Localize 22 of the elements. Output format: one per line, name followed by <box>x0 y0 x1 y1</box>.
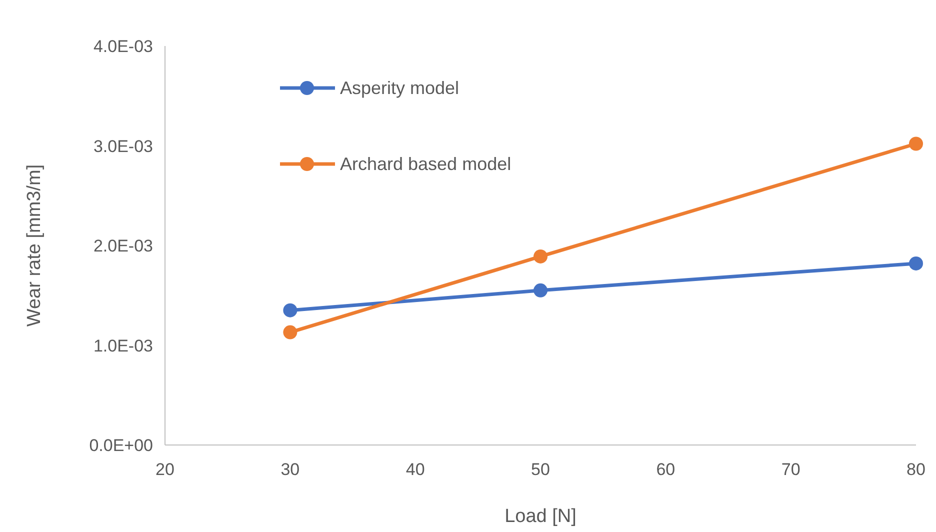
point <box>909 256 923 270</box>
x-tick-label: 40 <box>406 460 425 479</box>
legend-label: Archard based model <box>340 154 512 174</box>
y-tick-label: 3.0E-03 <box>93 136 153 156</box>
x-tick-label: 60 <box>656 460 676 479</box>
point <box>283 325 298 340</box>
y-tick-label: 1.0E-03 <box>93 336 153 356</box>
y-tick-label: 2.0E-03 <box>93 236 153 256</box>
y-tick-label: 4.0E-03 <box>93 37 153 56</box>
point <box>283 303 298 318</box>
x-tick-label: 20 <box>156 460 174 479</box>
x-tick-label: 80 <box>906 460 926 479</box>
x-axis-title: Load [N] <box>504 506 576 527</box>
point <box>909 136 923 151</box>
x-tick-label: 50 <box>531 460 550 479</box>
point <box>534 249 548 264</box>
y-axis-title: Wear rate [mm3/m] <box>24 164 45 327</box>
point <box>534 283 548 298</box>
legend-label: Asperity model <box>340 78 460 98</box>
y-tick-label: 0.0E+00 <box>89 436 153 455</box>
x-tick-label: 30 <box>280 460 300 479</box>
x-tick-label: 70 <box>781 460 800 479</box>
